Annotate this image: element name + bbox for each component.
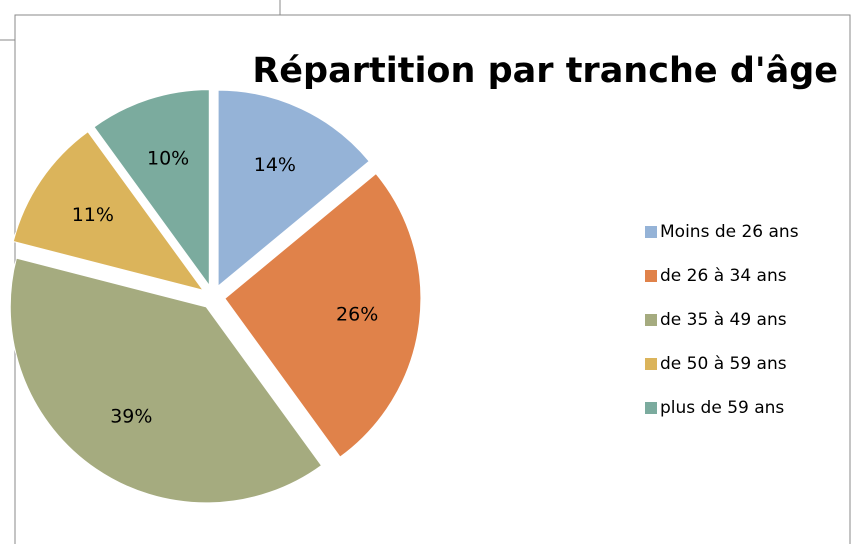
legend-swatch [645,358,657,370]
data-label: 14% [254,154,296,176]
pie-slice [224,172,422,458]
pie-slice [12,130,205,292]
legend-swatch [645,226,657,238]
legend-swatch [645,270,657,282]
chart-title: Répartition par tranche d'âge [252,51,838,91]
legend-label: plus de 59 ans [660,398,784,418]
legend-label: de 50 à 59 ans [660,354,787,374]
pie-slice [93,89,210,288]
legend-label: de 26 à 34 ans [660,266,787,286]
legend-swatch [645,314,657,326]
legend-label: Moins de 26 ans [660,222,799,242]
data-label: 10% [147,147,189,169]
data-label: 11% [72,204,114,226]
pie-slice [9,257,323,504]
legend-label: de 35 à 49 ans [660,310,787,330]
data-label: 39% [110,406,152,428]
legend-swatch [645,402,657,414]
data-label: 26% [336,304,378,326]
pie-slice [217,89,370,288]
